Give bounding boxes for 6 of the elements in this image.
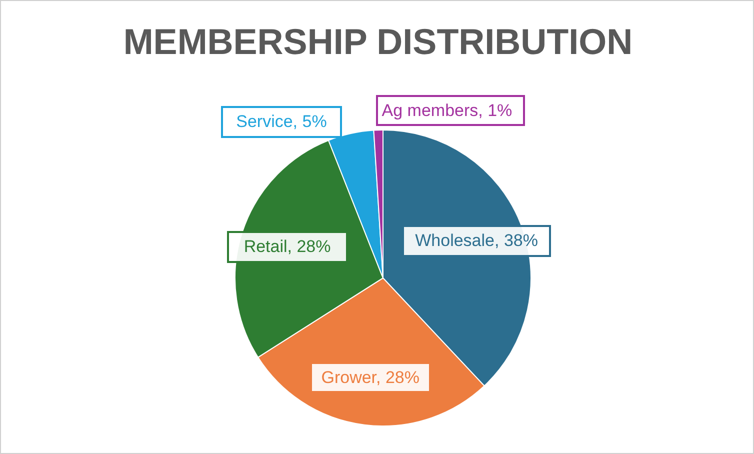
slice-label: Service, 5% <box>235 111 328 133</box>
slice-label: Wholesale, 38% <box>414 230 539 252</box>
slice-label: Grower, 28% <box>320 367 420 388</box>
chart-title: MEMBERSHIP DISTRIBUTION <box>122 21 634 63</box>
slice-label: Retail, 28% <box>242 236 332 258</box>
slice-label: Ag members, 1% <box>382 100 514 122</box>
